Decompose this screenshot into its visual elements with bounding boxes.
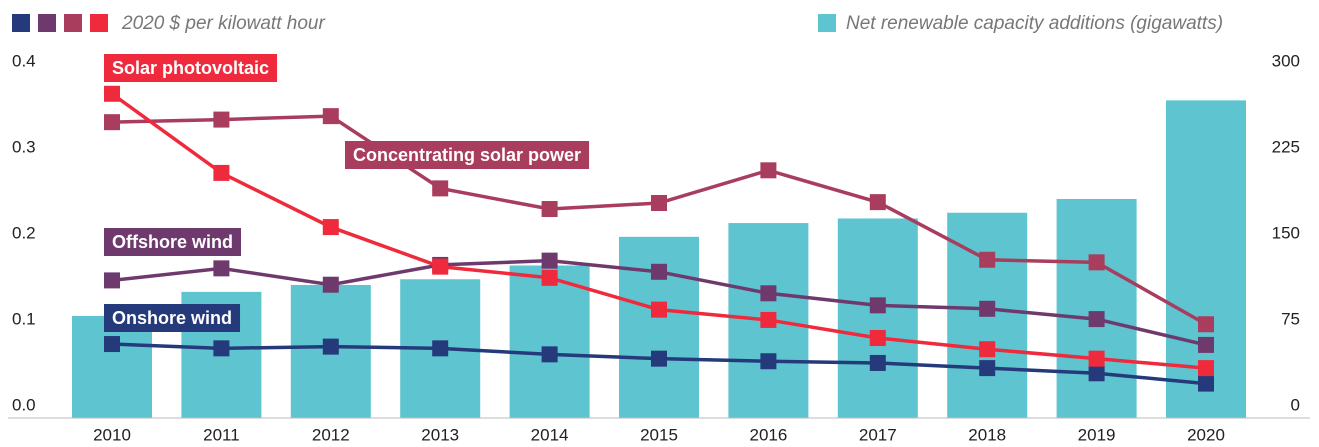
x-tick-label: 2017	[859, 425, 897, 444]
y-tick-label: 0.0	[12, 395, 36, 414]
marker	[541, 269, 558, 286]
marker	[432, 258, 449, 275]
marker	[760, 285, 777, 302]
x-tick-label: 2010	[93, 425, 131, 444]
marker	[1088, 350, 1105, 367]
marker	[213, 340, 230, 357]
y2-tick-label: 150	[1272, 223, 1300, 242]
y-tick-label: 0.2	[12, 223, 36, 242]
x-tick-label: 2011	[203, 425, 240, 444]
marker	[213, 260, 230, 277]
y2-tick-label: 75	[1281, 309, 1300, 328]
x-tick-label: 2015	[640, 425, 678, 444]
series-name: Offshore wind	[112, 232, 233, 252]
marker	[541, 346, 558, 363]
legend-swatch	[12, 14, 30, 32]
legend-label: Net renewable capacity additions (gigawa…	[846, 13, 1223, 34]
y2-tick-label: 300	[1272, 51, 1300, 70]
y2-tick-label: 225	[1272, 137, 1300, 156]
marker	[1088, 365, 1105, 382]
marker	[322, 108, 339, 125]
series-label: Solar photovoltaic	[104, 54, 278, 82]
bar	[509, 265, 590, 418]
marker	[432, 180, 449, 197]
marker	[869, 330, 886, 347]
y2-tick-label: 0	[1291, 395, 1300, 414]
marker	[979, 341, 996, 358]
x-tick-label: 2016	[749, 425, 787, 444]
series-name: Concentrating solar power	[353, 145, 581, 165]
marker	[979, 300, 996, 317]
marker	[104, 272, 120, 289]
marker	[869, 354, 886, 371]
legend-swatch	[90, 14, 108, 32]
marker	[322, 276, 339, 293]
bar	[837, 218, 918, 418]
x-tick-label: 2018	[968, 425, 1006, 444]
y-axis-label: 2020 $ per kilowatt hour	[121, 13, 325, 34]
legend-swatch	[64, 14, 82, 32]
marker	[104, 85, 120, 102]
marker	[651, 263, 667, 280]
marker	[760, 353, 777, 370]
marker	[432, 340, 449, 357]
marker	[1198, 375, 1214, 392]
y-tick-label: 0.4	[12, 51, 36, 70]
marker	[760, 311, 777, 328]
marker	[869, 297, 886, 314]
marker	[1088, 254, 1105, 271]
marker	[213, 111, 230, 128]
x-tick-label: 2013	[421, 425, 459, 444]
x-tick-label: 2014	[531, 425, 569, 444]
x-tick-label: 2012	[312, 425, 350, 444]
marker	[322, 219, 339, 236]
label-box	[104, 54, 278, 82]
x-tick-label: 2019	[1078, 425, 1116, 444]
marker	[104, 114, 120, 131]
marker	[1198, 316, 1214, 333]
series-name: Onshore wind	[112, 308, 232, 328]
legend-swatch	[38, 14, 56, 32]
bar	[72, 315, 152, 418]
marker	[651, 350, 667, 367]
marker	[979, 360, 996, 377]
legend-bar: Net renewable capacity additions (gigawa…	[818, 13, 1223, 34]
marker	[1198, 360, 1214, 377]
marker	[213, 164, 230, 181]
marker	[541, 201, 558, 218]
label-box	[345, 141, 590, 169]
marker	[1198, 336, 1214, 353]
x-tick-label: 2020	[1187, 425, 1225, 444]
series-label: Concentrating solar power	[345, 141, 590, 169]
marker	[869, 194, 886, 211]
marker	[541, 252, 558, 269]
label-box	[104, 304, 241, 332]
marker	[979, 251, 996, 268]
marker	[104, 336, 120, 353]
series-name: Solar photovoltaic	[112, 58, 269, 78]
label-box	[104, 228, 241, 256]
marker	[760, 162, 777, 179]
marker	[322, 338, 339, 355]
legend-swatch	[818, 14, 836, 32]
bar	[1056, 198, 1137, 418]
y-tick-label: 0.1	[12, 309, 36, 328]
series-label: Offshore wind	[104, 228, 241, 256]
marker	[1088, 311, 1105, 328]
series-label: Onshore wind	[104, 304, 241, 332]
marker	[651, 301, 667, 318]
marker	[651, 195, 667, 211]
y-tick-label: 0.3	[12, 137, 36, 156]
